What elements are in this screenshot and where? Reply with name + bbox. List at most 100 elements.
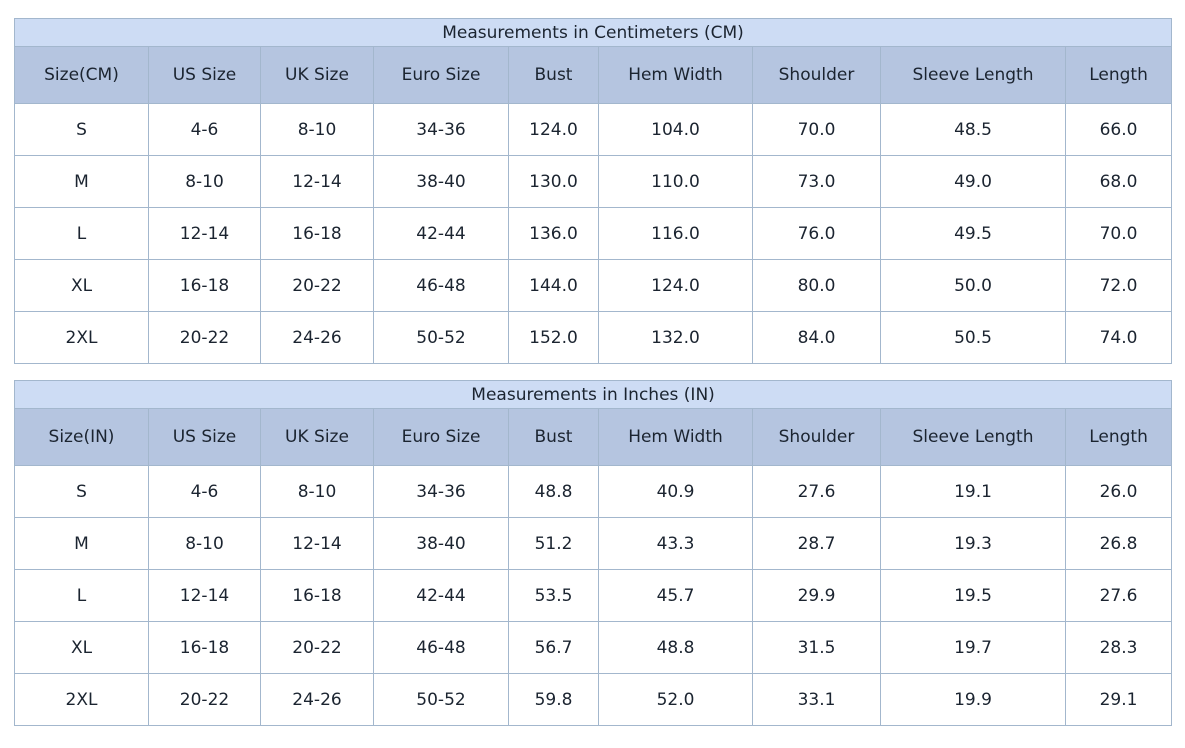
cell: 46-48: [373, 259, 509, 312]
column-header: Hem Width: [598, 408, 753, 466]
table-body-in: S 4-6 8-10 34-36 48.8 40.9 27.6 19.1 26.0 M 8-10 12…: [14, 465, 1173, 726]
column-header: Shoulder: [752, 46, 881, 104]
cell: 20-22: [148, 311, 261, 364]
column-header: Euro Size: [373, 408, 509, 466]
column-header: UK Size: [260, 408, 374, 466]
cell: 12-14: [148, 207, 261, 260]
cell: 12-14: [148, 569, 261, 622]
cell: 45.7: [598, 569, 753, 622]
cell: 110.0: [598, 155, 753, 208]
table-row: XL 16-18 20-22 46-48 144.0 124.0 80.0 50.0 72.0: [14, 259, 1173, 312]
table-row: 2XL 20-22 24-26 50-52 152.0 132.0 84.0 50.5 74.0: [14, 311, 1173, 364]
cell: 26.8: [1064, 517, 1173, 570]
cell: 136.0: [508, 207, 599, 260]
cell: 38-40: [373, 155, 509, 208]
cell: 124.0: [598, 259, 753, 312]
cell: 49.0: [880, 155, 1066, 208]
table-title-row: Measurements in Centimeters (CM): [13, 18, 1173, 47]
cell: 80.0: [752, 259, 881, 312]
cell: 19.5: [880, 569, 1066, 622]
cell: 152.0: [508, 311, 599, 364]
table-title-row: Measurements in Inches (IN): [13, 380, 1173, 409]
cell: 27.6: [1064, 569, 1173, 622]
cell: 8-10: [260, 465, 374, 518]
cell: 24-26: [260, 673, 374, 726]
cell: 19.1: [880, 465, 1066, 518]
cell: 31.5: [752, 621, 881, 674]
table-row: M 8-10 12-14 38-40 51.2 43.3 28.7 19.3 26.8: [14, 517, 1173, 570]
cell: 116.0: [598, 207, 753, 260]
cell: 130.0: [508, 155, 599, 208]
cell: 52.0: [598, 673, 753, 726]
cell: 20-22: [260, 621, 374, 674]
cell: 74.0: [1064, 311, 1173, 364]
cell: 24-26: [260, 311, 374, 364]
column-header: US Size: [148, 408, 261, 466]
cell: 20-22: [260, 259, 374, 312]
column-header: Euro Size: [373, 46, 509, 104]
cell: 76.0: [752, 207, 881, 260]
cell: 19.3: [880, 517, 1066, 570]
cell: 16-18: [260, 207, 374, 260]
cell: L: [14, 569, 149, 622]
cell: 19.7: [880, 621, 1066, 674]
cell: 34-36: [373, 465, 509, 518]
cell: 38-40: [373, 517, 509, 570]
cell: 132.0: [598, 311, 753, 364]
cell: M: [14, 155, 149, 208]
table-row: 2XL 20-22 24-26 50-52 59.8 52.0 33.1 19.9 29.1: [14, 673, 1173, 726]
cell: 12-14: [260, 517, 374, 570]
cell: 27.6: [752, 465, 881, 518]
cell: 46-48: [373, 621, 509, 674]
column-header: US Size: [148, 46, 261, 104]
cell: M: [14, 517, 149, 570]
size-table-cm: Measurements in Centimeters (CM) Size(CM…: [13, 18, 1173, 364]
cell: 104.0: [598, 103, 753, 156]
cell: 70.0: [752, 103, 881, 156]
cell: 8-10: [260, 103, 374, 156]
column-header: Size(CM): [14, 46, 149, 104]
cell: XL: [14, 621, 149, 674]
cell: 42-44: [373, 207, 509, 260]
column-header: Sleeve Length: [880, 46, 1066, 104]
table-title-cm: Measurements in Centimeters (CM): [13, 18, 1173, 47]
cell: 50-52: [373, 311, 509, 364]
table-row: L 12-14 16-18 42-44 136.0 116.0 76.0 49.5 70.0: [14, 207, 1173, 260]
cell: 28.7: [752, 517, 881, 570]
cell: 50.0: [880, 259, 1066, 312]
cell: 16-18: [148, 621, 261, 674]
cell: 49.5: [880, 207, 1066, 260]
column-header: Shoulder: [752, 408, 881, 466]
cell: S: [14, 103, 149, 156]
cell: 53.5: [508, 569, 599, 622]
cell: 48.8: [508, 465, 599, 518]
table-header-row: Size(CM) US Size UK Size Euro Size Bust Hem W…: [14, 46, 1173, 104]
cell: XL: [14, 259, 149, 312]
cell: 56.7: [508, 621, 599, 674]
column-header: Size(IN): [14, 408, 149, 466]
cell: 73.0: [752, 155, 881, 208]
cell: 50-52: [373, 673, 509, 726]
cell: 2XL: [14, 673, 149, 726]
cell: 51.2: [508, 517, 599, 570]
cell: 68.0: [1064, 155, 1173, 208]
table-header-row: Size(IN) US Size UK Size Euro Size Bust Hem W…: [14, 408, 1173, 466]
cell: 28.3: [1064, 621, 1173, 674]
cell: 50.5: [880, 311, 1066, 364]
cell: 29.1: [1064, 673, 1173, 726]
cell: 4-6: [148, 103, 261, 156]
cell: 84.0: [752, 311, 881, 364]
size-chart: Measurements in Centimeters (CM) Size(CM…: [13, 18, 1173, 726]
cell: 70.0: [1064, 207, 1173, 260]
cell: 59.8: [508, 673, 599, 726]
table-row: S 4-6 8-10 34-36 48.8 40.9 27.6 19.1 26.0: [14, 465, 1173, 518]
size-table-in: Measurements in Inches (IN) Size(IN) US S…: [13, 380, 1173, 726]
column-header: Length: [1064, 408, 1173, 466]
column-header: Bust: [508, 408, 599, 466]
column-header: UK Size: [260, 46, 374, 104]
table-title-in: Measurements in Inches (IN): [13, 380, 1173, 409]
cell: 66.0: [1064, 103, 1173, 156]
table-body-cm: S 4-6 8-10 34-36 124.0 104.0 70.0 48.5 66.0 M 8-10…: [14, 103, 1173, 364]
table-row: M 8-10 12-14 38-40 130.0 110.0 73.0 49.0 68.0: [14, 155, 1173, 208]
cell: 29.9: [752, 569, 881, 622]
